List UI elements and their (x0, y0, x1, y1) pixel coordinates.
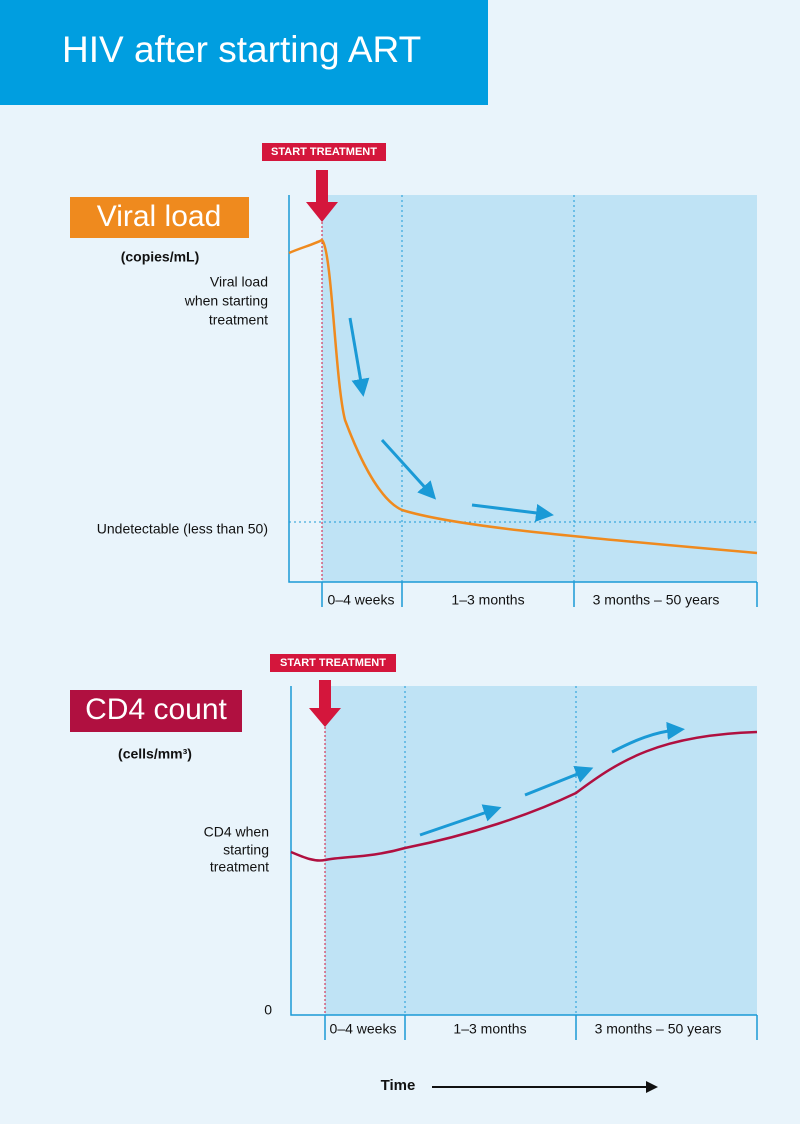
title-box (70, 197, 249, 238)
viral-load-panel: START TREATMENT Viral load (copies/mL) V… (70, 143, 758, 608)
viral-load-curve (288, 238, 758, 555)
period-label: 3 months – 50 years (595, 1021, 722, 1037)
trend-arrow (524, 765, 594, 797)
marker-box (270, 654, 396, 672)
title-box (70, 690, 242, 732)
axes (290, 686, 757, 1016)
trend-arrow (419, 804, 502, 837)
trend-arrow (348, 317, 370, 397)
trend-arrow (611, 721, 685, 754)
period-label: 0–4 weeks (330, 1021, 397, 1037)
page-title: HIV after starting ART (62, 29, 421, 70)
axes (288, 195, 757, 583)
period-label: 1–3 months (453, 1021, 526, 1037)
note-line: CD4 when (204, 824, 269, 840)
start-arrow (309, 680, 341, 727)
note-line: treatment (210, 859, 269, 875)
zero-label: 0 (264, 1002, 272, 1018)
period-label: 0–4 weeks (328, 592, 395, 608)
period-label: 1–3 months (451, 592, 524, 608)
start-arrow (306, 170, 338, 222)
marker-label: START TREATMENT (271, 146, 377, 158)
trend-arrow (471, 503, 554, 522)
period-ticks (324, 1015, 758, 1040)
cd4-curve (290, 730, 758, 862)
x-axis-label: Time (381, 1077, 416, 1094)
cd4-panel: START TREATMENT CD4 count (cells/mm³) CD… (70, 654, 758, 1040)
unit-label: (copies/mL) (121, 249, 200, 265)
unit-label: (cells/mm³) (118, 746, 192, 762)
period-label: 3 months – 50 years (593, 592, 720, 608)
period-ticks (321, 582, 758, 607)
panel-title: Viral load (97, 200, 222, 233)
threshold-label: Undetectable (less than 50) (97, 521, 268, 537)
panel-title: CD4 count (85, 693, 227, 726)
note-line: starting (223, 842, 269, 858)
note-line: treatment (209, 312, 268, 328)
trend-arrow (380, 438, 437, 500)
header-bar (0, 0, 488, 105)
note-line: Viral load (210, 274, 268, 290)
note-line: when starting (184, 293, 268, 309)
marker-box (262, 143, 386, 161)
marker-label: START TREATMENT (280, 657, 386, 669)
shaded-area (322, 195, 757, 582)
